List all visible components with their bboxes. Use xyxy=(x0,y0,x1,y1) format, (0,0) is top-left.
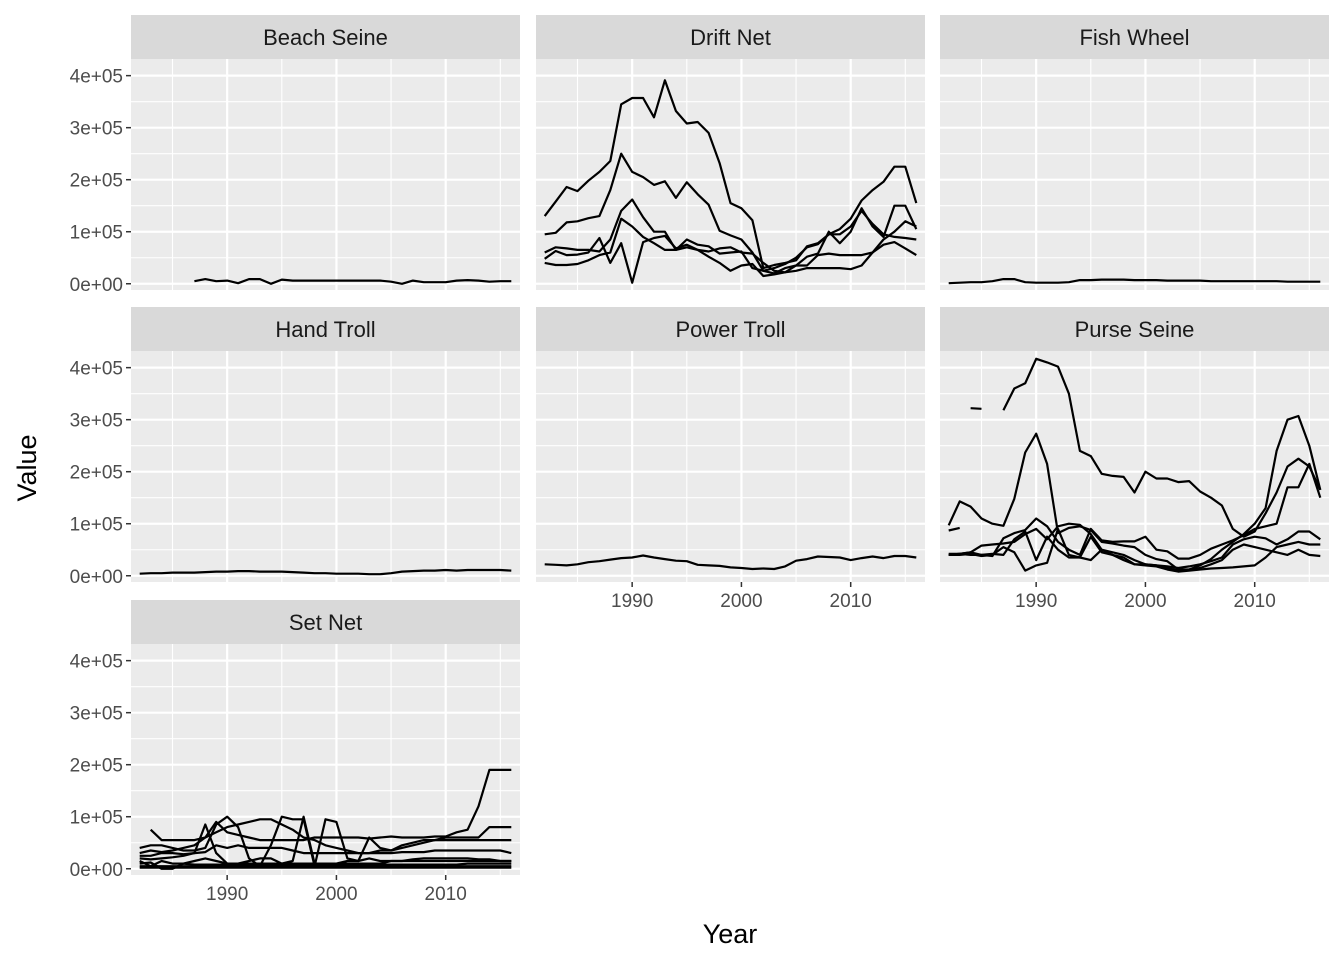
facet-fish-wheel: Fish Wheel xyxy=(940,15,1329,290)
facet-strip-label: Beach Seine xyxy=(263,25,388,50)
facet-strip-label: Hand Troll xyxy=(275,317,375,342)
x-tick-label: 2000 xyxy=(720,591,762,612)
y-axis-title: Value xyxy=(12,434,42,501)
panel-background xyxy=(131,59,520,290)
panel-background xyxy=(940,59,1329,290)
series-line-5 xyxy=(544,217,917,274)
facet-strip xyxy=(536,15,925,59)
panel-background xyxy=(131,351,520,582)
facet-beach-seine: Beach Seine 0e+00 1e+05 2e+05 3e+05 4e+05 xyxy=(70,15,520,296)
series-line-1 xyxy=(543,79,918,270)
series-line-6 xyxy=(948,522,1321,570)
x-tick-label: 1990 xyxy=(1015,591,1057,612)
x-axis-title: Year xyxy=(703,919,758,949)
y-tick-label: 4e+05 xyxy=(70,67,123,88)
series-line-1 xyxy=(948,278,1321,285)
y-tick-label: 0e+00 xyxy=(70,567,123,588)
series-line-4 xyxy=(544,220,917,284)
facet-strip xyxy=(940,15,1329,59)
series-line-7 xyxy=(139,861,512,870)
facet-power-troll: Power Troll 1990 2000 2010 xyxy=(536,307,925,612)
series-line-1 xyxy=(544,554,917,571)
series-line-1 xyxy=(139,818,512,855)
x-tick-label: 1990 xyxy=(611,591,653,612)
y-tick-label: 3e+05 xyxy=(70,704,123,725)
y-tick-label: 4e+05 xyxy=(70,359,123,380)
facet-strip-label: Purse Seine xyxy=(1075,317,1195,342)
series-line-2 xyxy=(970,407,982,410)
y-tick-label: 1e+05 xyxy=(70,515,123,536)
facet-strip-label: Drift Net xyxy=(690,25,771,50)
x-tick-label: 2010 xyxy=(425,884,467,905)
x-tick-label: 2000 xyxy=(1124,591,1166,612)
series-line-4 xyxy=(139,844,512,857)
x-tick-label: 2010 xyxy=(1234,591,1276,612)
panel-background xyxy=(536,59,925,290)
series-line-2 xyxy=(149,768,512,842)
facet-purse-seine: Purse Seine 1990 2000 2010 xyxy=(940,307,1329,612)
facet-strip xyxy=(940,307,1329,351)
y-tick-label: 1e+05 xyxy=(70,808,123,829)
series-line-8 xyxy=(948,530,1321,573)
facet-strip-label: Set Net xyxy=(289,610,362,635)
x-tick-label: 2010 xyxy=(830,591,872,612)
facet-strip xyxy=(131,600,520,644)
y-tick-label: 2e+05 xyxy=(70,171,123,192)
series-line-3 xyxy=(544,198,918,275)
series-line-5 xyxy=(948,462,1322,560)
y-tick-label: 3e+05 xyxy=(70,411,123,432)
facet-hand-troll: Hand Troll 0e+00 1e+05 2e+05 3e+05 4e+05 xyxy=(70,307,520,588)
facet-strip xyxy=(131,307,520,351)
series-line-1 xyxy=(194,278,512,285)
y-tick-label: 1e+05 xyxy=(70,223,123,244)
y-tick-label: 0e+00 xyxy=(70,860,123,881)
y-tick-label: 2e+05 xyxy=(70,463,123,484)
x-tick-label: 1990 xyxy=(206,884,248,905)
series-line-4 xyxy=(947,414,1322,571)
series-line-1 xyxy=(139,568,512,576)
y-tick-label: 3e+05 xyxy=(70,119,123,140)
facet-strip xyxy=(536,307,925,351)
facet-strip-label: Power Troll xyxy=(675,317,785,342)
facet-set-net: Set Net 0e+00 1e+05 2e+05 3e+05 4e+05 1990 2000… xyxy=(70,600,520,905)
facet-drift-net: Drift Net xyxy=(536,15,925,290)
y-tick-label: 2e+05 xyxy=(70,756,123,777)
panel-background xyxy=(536,351,925,582)
facet-strip-label: Fish Wheel xyxy=(1079,25,1189,50)
series-line-3 xyxy=(1002,357,1322,538)
x-tick-label: 2000 xyxy=(315,884,357,905)
series-line-3 xyxy=(139,815,512,868)
series-line-1 xyxy=(948,526,960,532)
y-tick-label: 4e+05 xyxy=(70,652,123,673)
y-tick-label: 0e+00 xyxy=(70,275,123,296)
panels-layer: Beach Seine 0e+00 1e+05 2e+05 3e+05 4e+05 Drif… xyxy=(70,15,1329,905)
facet-strip xyxy=(131,15,520,59)
